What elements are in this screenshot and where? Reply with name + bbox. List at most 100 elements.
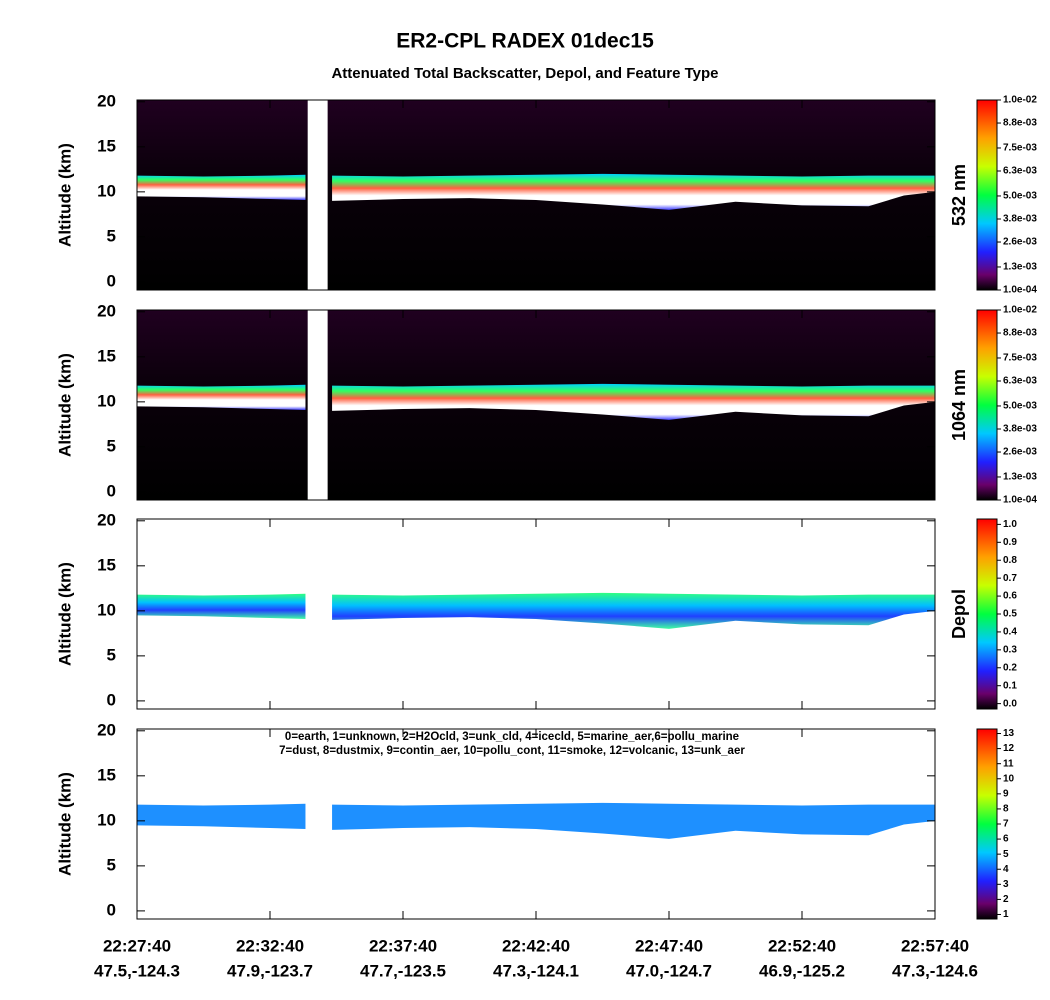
- y-tick-label: 15: [97, 765, 116, 784]
- colorbar-tick-label: 8: [1003, 804, 1009, 815]
- colorbar-tick-label: 1.0e-04: [1003, 285, 1037, 296]
- x-tick-location: 47.5,-124.3: [94, 961, 180, 980]
- colorbar-tick-label: 3.8e-03: [1003, 214, 1037, 225]
- x-tick-label: 22:47:40: [635, 936, 703, 955]
- cloud-layer: [137, 593, 306, 619]
- colorbar-tick-label: 2: [1003, 894, 1009, 905]
- colorbar-tick-label: 8.8e-03: [1003, 328, 1037, 339]
- y-tick-label: 0: [107, 900, 116, 919]
- colorbar-tick-label: 6: [1003, 834, 1009, 845]
- y-tick-label: 20: [97, 301, 116, 320]
- x-tick-location: 47.0,-124.7: [626, 961, 712, 980]
- y-tick-label: 15: [97, 136, 116, 155]
- colorbar-tick-label: 1.3e-03: [1003, 472, 1037, 483]
- colorbar-tick-label: 11: [1003, 758, 1014, 769]
- colorbar-tick-label: 5: [1003, 849, 1009, 860]
- legend-note: 7=dust, 8=dustmix, 9=contin_aer, 10=poll…: [279, 745, 745, 757]
- x-tick-label: 22:32:40: [236, 936, 304, 955]
- y-tick-label: 5: [107, 226, 116, 245]
- cloud-layer: [332, 802, 936, 839]
- colorbar-tick-label: 0.2: [1003, 662, 1017, 673]
- colorbar-label: Depol: [949, 589, 969, 639]
- y-tick-label: 15: [97, 346, 116, 365]
- y-tick-label: 10: [97, 391, 116, 410]
- cloud-layer: [332, 383, 936, 420]
- colorbar-tick-label: 0.6: [1003, 591, 1017, 602]
- cloud-layer: [137, 174, 306, 200]
- y-tick-label: 5: [107, 645, 116, 664]
- x-tick-location: 47.9,-123.7: [227, 961, 313, 980]
- colorbar-tick-label: 3.8e-03: [1003, 424, 1037, 435]
- colorbar-tick-label: 8.8e-03: [1003, 118, 1037, 129]
- colorbar: [976, 309, 998, 501]
- colorbar-tick-label: 6.3e-03: [1003, 166, 1037, 177]
- y-tick-label: 20: [97, 510, 116, 529]
- data-gap: [307, 100, 328, 290]
- colorbar-tick-label: 1.0: [1003, 519, 1017, 530]
- x-tick-label: 22:52:40: [768, 936, 836, 955]
- colorbar-tick-label: 7: [1003, 819, 1009, 830]
- colorbar-tick-label: 2.6e-03: [1003, 237, 1037, 248]
- y-tick-label: 20: [97, 91, 116, 110]
- cloud-layer: [137, 384, 306, 410]
- data-gap: [307, 310, 328, 500]
- y-axis-label: Altitude (km): [55, 562, 74, 666]
- colorbar-tick-label: 7.5e-03: [1003, 353, 1037, 364]
- colorbar: [976, 99, 998, 291]
- colorbar-label: 532 nm: [949, 164, 969, 226]
- colorbar-tick-label: 0.3: [1003, 644, 1017, 655]
- x-tick-location: 46.9,-125.2: [759, 961, 845, 980]
- colorbar-tick-label: 10: [1003, 773, 1015, 784]
- y-axis-label: Altitude (km): [55, 353, 74, 457]
- x-tick-label: 22:27:40: [103, 936, 171, 955]
- x-tick-label: 22:37:40: [369, 936, 437, 955]
- y-axis-label: Altitude (km): [55, 772, 74, 876]
- y-tick-label: 0: [107, 481, 116, 500]
- x-tick-location: 47.7,-123.5: [360, 961, 446, 980]
- colorbar-tick-label: 1.0e-04: [1003, 495, 1037, 506]
- colorbar-tick-label: 5.0e-03: [1003, 401, 1037, 412]
- colorbar-tick-label: 3: [1003, 879, 1009, 890]
- colorbar-label: 1064 nm: [949, 369, 969, 441]
- colorbar-tick-label: 12: [1003, 743, 1015, 754]
- y-tick-label: 0: [107, 271, 116, 290]
- colorbar-tick-label: 1: [1003, 909, 1009, 920]
- colorbar-tick-label: 7.5e-03: [1003, 143, 1037, 154]
- colorbar-tick-label: 0.1: [1003, 680, 1017, 691]
- colorbar-tick-label: 0.5: [1003, 609, 1017, 620]
- title: ER2-CPL RADEX 01dec15: [396, 30, 654, 53]
- colorbar-tick-label: 1.0e-02: [1003, 305, 1037, 316]
- colorbar-tick-label: 1.3e-03: [1003, 262, 1037, 273]
- y-tick-label: 0: [107, 690, 116, 709]
- y-tick-label: 10: [97, 600, 116, 619]
- x-tick-location: 47.3,-124.6: [892, 961, 978, 980]
- colorbar-tick-label: 13: [1003, 728, 1015, 739]
- colorbar-tick-label: 0.9: [1003, 537, 1017, 548]
- colorbar-tick-label: 0.8: [1003, 555, 1017, 566]
- y-tick-label: 20: [97, 720, 116, 739]
- colorbar-tick-label: 0.0: [1003, 698, 1017, 709]
- colorbar: [976, 518, 998, 710]
- y-tick-label: 10: [97, 181, 116, 200]
- cloud-layer: [137, 803, 306, 829]
- legend-note: 0=earth, 1=unknown, 2=H2Ocld, 3=unk_cld,…: [285, 731, 739, 743]
- x-tick-location: 47.3,-124.1: [493, 961, 579, 980]
- colorbar-tick-label: 2.6e-03: [1003, 447, 1037, 458]
- colorbar-tick-label: 5.0e-03: [1003, 191, 1037, 202]
- colorbar-tick-label: 0.4: [1003, 627, 1017, 638]
- y-tick-label: 5: [107, 855, 116, 874]
- colorbar-tick-label: 4: [1003, 864, 1009, 875]
- subtitle: Attenuated Total Backscatter, Depol, and…: [331, 65, 718, 82]
- x-tick-label: 22:57:40: [901, 936, 969, 955]
- colorbar-tick-label: 6.3e-03: [1003, 376, 1037, 387]
- colorbar-tick-label: 1.0e-02: [1003, 95, 1037, 106]
- y-axis-label: Altitude (km): [55, 143, 74, 247]
- y-tick-label: 5: [107, 436, 116, 455]
- cloud-layer: [332, 173, 936, 210]
- y-tick-label: 10: [97, 810, 116, 829]
- x-tick-label: 22:42:40: [502, 936, 570, 955]
- cloud-layer: [332, 592, 936, 629]
- colorbar-tick-label: 0.7: [1003, 573, 1017, 584]
